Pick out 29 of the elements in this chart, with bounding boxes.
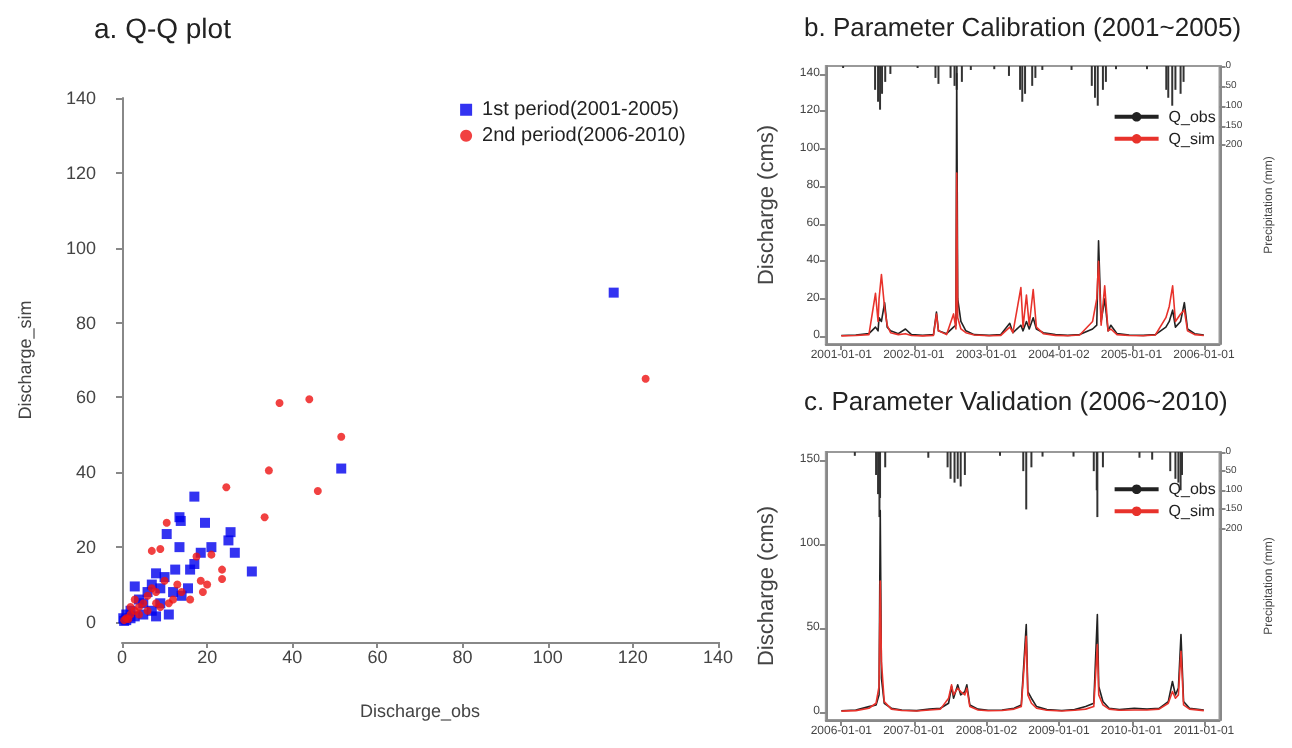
x-tick-label: 40 [282,647,303,667]
y-tick-label: 100 [65,237,96,258]
x-tick-label: 80 [452,647,473,667]
legend-label: Q_obs [1168,480,1216,499]
x-tick-label: 20 [197,647,218,667]
legend-label: Q_sim [1168,502,1216,521]
y-axis-title: Discharge (cms) [755,505,779,667]
y-tick-label: 0 [85,612,96,632]
x-tick-label: 0 [116,647,128,667]
x-tick-label: 60 [367,647,388,667]
legend-label: Q_obs [1168,107,1216,126]
legend-label: Q_sim [1168,129,1216,148]
y-tick-label: 140 [65,88,96,108]
y-tick-label: 80 [75,312,96,333]
y-tick-label: 60 [75,387,96,408]
x-tick-label: 120 [617,647,648,667]
x-tick-label: 100 [532,647,563,667]
legend-label: 2nd period(2006-2010) [482,124,686,147]
y-axis-title: Discharge_sim [15,300,35,420]
chart-title: a. Q-Q plot [94,12,232,44]
chart-title: c. Parameter Validation (2006~2010) [804,386,1228,416]
x-tick-label: 140 [702,647,734,667]
y-tick-label: 40 [75,462,96,483]
y-axis-title: Discharge (cms) [755,124,779,286]
x-axis-title: Discharge_obs [359,701,482,721]
y-tick-label: 120 [65,162,96,183]
y-tick-label: 20 [75,537,96,558]
legend-label: 1st period(2001-2005) [482,98,679,121]
chart-title: b. Parameter Calibration (2001~2005) [804,12,1242,42]
